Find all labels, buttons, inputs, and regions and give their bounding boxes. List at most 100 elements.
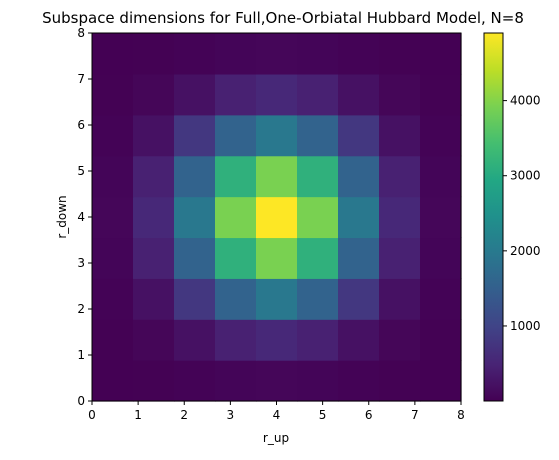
heatmap-cell (338, 360, 380, 402)
heatmap-cell (133, 360, 175, 402)
x-tick-label: 8 (457, 408, 465, 422)
heatmap-cell (297, 33, 339, 75)
heatmap-cell (92, 114, 134, 157)
colorbar-tick-label: 2000 (510, 244, 541, 258)
heatmap-cell (133, 319, 175, 361)
heatmap-cell (297, 196, 339, 239)
heatmap-cell (256, 73, 298, 116)
heatmap-cell (92, 319, 134, 361)
heatmap-cell (420, 319, 462, 361)
x-tick-label: 5 (319, 408, 327, 422)
heatmap-cell (256, 278, 298, 320)
heatmap-cell (297, 319, 339, 361)
heatmap-cell (256, 114, 298, 157)
heatmap-cell (174, 33, 216, 75)
heatmap-cell (92, 196, 134, 239)
heatmap-cell (338, 33, 380, 75)
y-tick-label: 0 (77, 394, 85, 408)
heatmap-cell (256, 360, 298, 402)
colorbar-tick-label: 1000 (510, 319, 541, 333)
heatmap-cell (379, 33, 421, 75)
heatmap-cell (215, 114, 257, 157)
heatmap-cell (215, 278, 257, 320)
heatmap-cell (174, 73, 216, 116)
colorbar-tick-label: 4000 (510, 94, 541, 108)
heatmap-cell (215, 360, 257, 402)
heatmap-cell (379, 155, 421, 198)
y-tick-label: 4 (77, 210, 85, 224)
heatmap-cell (379, 73, 421, 116)
heatmap-cell (338, 319, 380, 361)
heatmap-cell (420, 360, 462, 402)
heatmap-cell (420, 155, 462, 198)
x-axis-ticks: 0 1 2 3 4 5 6 7 8 (88, 401, 465, 422)
heatmap-cell (215, 319, 257, 361)
heatmap-cell (215, 73, 257, 116)
heatmap-cell (297, 155, 339, 198)
heatmap-cell (133, 196, 175, 239)
heatmap-cell (133, 114, 175, 157)
heatmap-cell (379, 114, 421, 157)
heatmap-cell (420, 114, 462, 157)
y-axis-label: r_down (55, 195, 69, 238)
y-tick-label: 7 (77, 72, 85, 86)
heatmap-cell (92, 155, 134, 198)
y-tick-label: 6 (77, 118, 85, 132)
heatmap-cell (174, 114, 216, 157)
x-tick-label: 2 (180, 408, 188, 422)
y-tick-label: 5 (77, 164, 85, 178)
heatmap-cell (215, 33, 257, 75)
heatmap-cell (420, 278, 462, 320)
heatmap-cell (92, 73, 134, 116)
heatmap-cell (215, 237, 257, 279)
y-tick-label: 8 (77, 26, 85, 40)
heatmap-cell (133, 73, 175, 116)
heatmap-cells (92, 33, 462, 402)
heatmap-cell (92, 360, 134, 402)
heatmap-cell (338, 278, 380, 320)
heatmap-cell (297, 73, 339, 116)
heatmap-cell (92, 278, 134, 320)
heatmap-cell (256, 155, 298, 198)
heatmap-cell (133, 278, 175, 320)
heatmap-cell (174, 319, 216, 361)
heatmap-cell (379, 237, 421, 279)
x-tick-label: 6 (365, 408, 373, 422)
heatmap-cell (174, 155, 216, 198)
heatmap-cell (174, 278, 216, 320)
heatmap-cell (92, 33, 134, 75)
heatmap-cell (338, 73, 380, 116)
heatmap-cell (297, 237, 339, 279)
heatmap-cell (297, 360, 339, 402)
heatmap-cell (379, 278, 421, 320)
heatmap-cell (256, 33, 298, 75)
heatmap-cell (174, 196, 216, 239)
heatmap-cell (338, 196, 380, 239)
heatmap-cell (215, 155, 257, 198)
x-axis-label: r_up (263, 431, 289, 445)
y-tick-label: 2 (77, 302, 85, 316)
heatmap-cell (133, 155, 175, 198)
heatmap-cell (133, 33, 175, 75)
heatmap-cell (92, 237, 134, 279)
x-tick-label: 0 (88, 408, 96, 422)
heatmap-cell (256, 196, 298, 239)
heatmap-cell (379, 319, 421, 361)
heatmap-cell (133, 237, 175, 279)
heatmap-cell (379, 196, 421, 239)
heatmap-cell (420, 237, 462, 279)
heatmap-cell (338, 155, 380, 198)
heatmap-cell (174, 237, 216, 279)
heatmap-cell (297, 114, 339, 157)
heatmap-cell (338, 237, 380, 279)
heatmap-cell (420, 73, 462, 116)
heatmap-cell (379, 360, 421, 402)
chart-title: Subspace dimensions for Full,One-Orbiata… (42, 9, 524, 27)
x-tick-label: 4 (273, 408, 281, 422)
y-tick-label: 3 (77, 256, 85, 270)
colorbar (483, 32, 504, 402)
y-tick-label: 1 (77, 348, 85, 362)
heatmap-cell (297, 278, 339, 320)
